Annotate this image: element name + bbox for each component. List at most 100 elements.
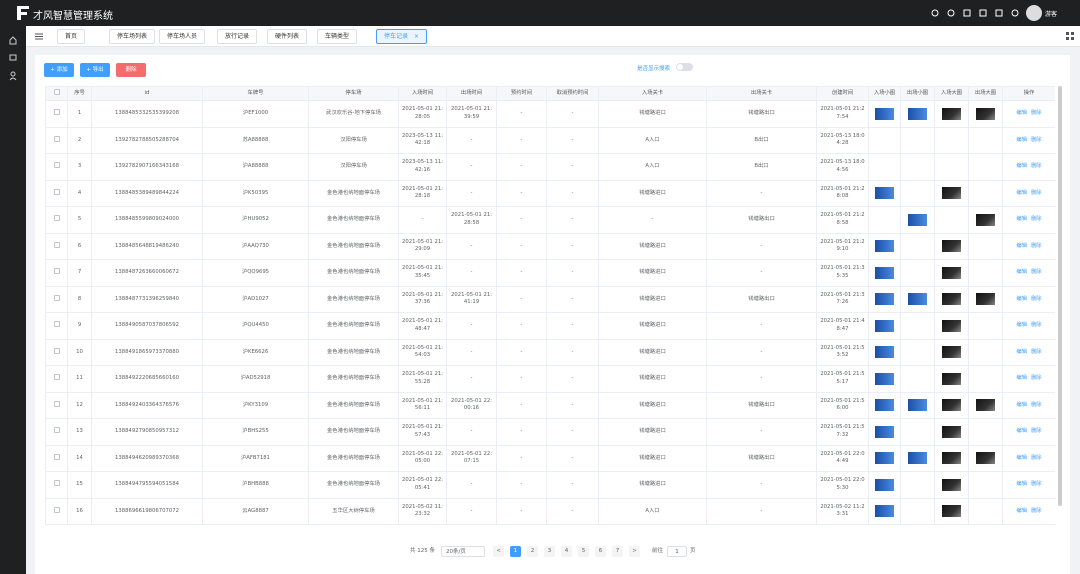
large-image[interactable] <box>976 293 995 306</box>
edit-link[interactable]: 编辑 <box>1016 507 1027 514</box>
large-image[interactable] <box>942 478 961 491</box>
goto-input[interactable]: 1 <box>667 546 687 557</box>
page-number[interactable]: 3 <box>544 546 555 557</box>
small-image[interactable] <box>875 372 894 385</box>
edit-link[interactable]: 编辑 <box>1016 454 1027 461</box>
edit-link[interactable]: 编辑 <box>1016 189 1027 196</box>
large-image[interactable] <box>942 266 961 279</box>
small-image[interactable] <box>908 399 927 412</box>
checkbox[interactable] <box>53 347 60 354</box>
edit-link[interactable]: 编辑 <box>1016 216 1027 222</box>
user-name[interactable]: 游客 <box>1045 11 1058 18</box>
delete-link[interactable]: 删除 <box>1031 189 1042 196</box>
page-number[interactable]: 2 <box>527 546 538 557</box>
checkbox[interactable] <box>53 453 60 460</box>
tab[interactable]: 放行记录 <box>217 29 258 44</box>
delete-link[interactable]: 删除 <box>1031 348 1042 355</box>
small-image[interactable] <box>875 478 894 491</box>
tab-menu[interactable] <box>1066 32 1074 40</box>
checkbox[interactable] <box>53 268 60 274</box>
page-number[interactable]: 6 <box>595 546 606 557</box>
edit-link[interactable]: 编辑 <box>1016 295 1027 302</box>
delete-link[interactable]: 删除 <box>1031 216 1042 222</box>
edit-link[interactable]: 编辑 <box>1016 428 1027 434</box>
small-image[interactable] <box>875 107 894 120</box>
checkbox[interactable] <box>53 215 60 221</box>
checkbox[interactable] <box>53 480 60 486</box>
small-image[interactable] <box>908 293 927 306</box>
checkbox[interactable] <box>53 427 60 433</box>
edit-link[interactable]: 编辑 <box>1016 322 1027 328</box>
next-button[interactable]: > <box>629 546 640 557</box>
checkbox[interactable] <box>53 88 60 95</box>
checkbox[interactable] <box>53 135 60 142</box>
edit-link[interactable]: 编辑 <box>1016 348 1027 355</box>
edit-link[interactable]: 编辑 <box>1016 110 1027 116</box>
checkbox[interactable] <box>53 162 60 168</box>
checkbox[interactable] <box>53 241 60 248</box>
delete-link[interactable]: 删除 <box>1031 428 1042 434</box>
export-button[interactable]: + 导出 <box>80 63 110 77</box>
large-image[interactable] <box>942 425 961 438</box>
small-image[interactable] <box>875 266 894 279</box>
tab[interactable]: 硬件列表 <box>267 29 308 44</box>
add-button[interactable]: + 添加 <box>44 63 74 77</box>
small-image[interactable] <box>875 505 894 518</box>
checkbox[interactable] <box>53 294 60 301</box>
delete-link[interactable]: 删除 <box>1031 507 1042 514</box>
large-image[interactable] <box>942 372 961 385</box>
small-image[interactable] <box>875 240 894 253</box>
page-size-select[interactable]: 20条/页 <box>441 546 485 557</box>
tab[interactable]: 车辆类型 <box>317 29 358 44</box>
edit-link[interactable]: 编辑 <box>1016 401 1027 408</box>
large-image[interactable] <box>976 107 995 120</box>
large-image[interactable] <box>942 452 961 465</box>
small-image[interactable] <box>875 187 894 200</box>
small-image[interactable] <box>875 319 894 332</box>
checkbox[interactable] <box>53 188 60 195</box>
large-image[interactable] <box>942 346 961 359</box>
delete-link[interactable]: 删除 <box>1031 481 1042 487</box>
delete-link[interactable]: 删除 <box>1031 322 1042 328</box>
large-image[interactable] <box>976 452 995 465</box>
scrollbar[interactable] <box>1058 86 1062 506</box>
menu-toggle[interactable] <box>35 33 43 40</box>
delete-button[interactable]: 删除 <box>116 63 146 77</box>
small-image[interactable] <box>908 452 927 465</box>
edit-link[interactable]: 编辑 <box>1016 481 1027 487</box>
small-image[interactable] <box>908 107 927 120</box>
large-image[interactable] <box>942 187 961 200</box>
large-image[interactable] <box>976 399 995 412</box>
checkbox[interactable] <box>53 506 60 513</box>
edit-link[interactable]: 编辑 <box>1016 163 1027 169</box>
large-image[interactable] <box>942 505 961 518</box>
sidebar-icons[interactable] <box>0 26 26 86</box>
small-image[interactable] <box>875 346 894 359</box>
small-image[interactable] <box>875 425 894 438</box>
delete-link[interactable]: 删除 <box>1031 269 1042 275</box>
toolbar-icons[interactable] <box>930 8 1020 18</box>
checkbox[interactable] <box>53 374 60 380</box>
checkbox[interactable] <box>53 400 60 407</box>
delete-link[interactable]: 删除 <box>1031 136 1042 143</box>
large-image[interactable] <box>942 293 961 306</box>
tab[interactable]: 首页 <box>57 29 86 44</box>
large-image[interactable] <box>942 107 961 120</box>
page-number[interactable]: 5 <box>578 546 589 557</box>
edit-link[interactable]: 编辑 <box>1016 269 1027 275</box>
avatar[interactable] <box>1026 5 1042 21</box>
search-toggle[interactable] <box>676 63 693 71</box>
delete-link[interactable]: 删除 <box>1031 110 1042 116</box>
delete-link[interactable]: 删除 <box>1031 295 1042 302</box>
tab[interactable]: 停车记录 × <box>376 29 428 44</box>
page-number[interactable]: 1 <box>510 546 521 557</box>
delete-link[interactable]: 删除 <box>1031 163 1042 169</box>
tab-close[interactable]: × <box>414 33 420 40</box>
tab[interactable]: 停车场列表 <box>109 29 156 44</box>
tab[interactable]: 停车场人员 <box>159 29 206 44</box>
large-image[interactable] <box>942 399 961 412</box>
large-image[interactable] <box>942 240 961 253</box>
delete-link[interactable]: 删除 <box>1031 375 1042 381</box>
checkbox[interactable] <box>53 321 60 327</box>
delete-link[interactable]: 删除 <box>1031 454 1042 461</box>
